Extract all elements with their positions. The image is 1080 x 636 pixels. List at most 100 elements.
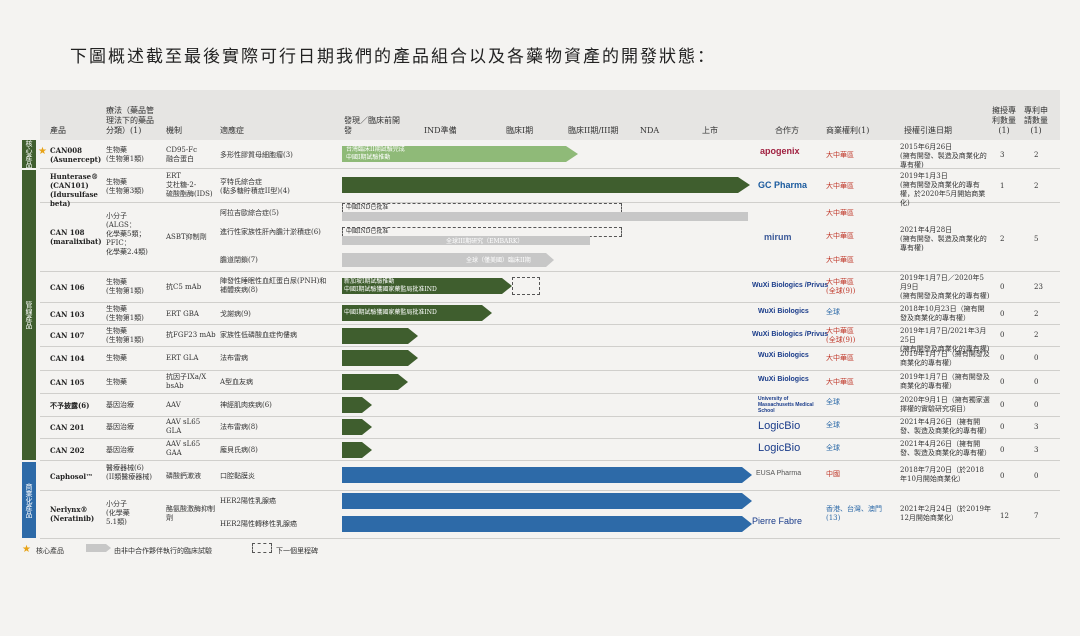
header-partner: 合作方 xyxy=(775,126,799,135)
bar-label: 中國I期試驗獲國家藥監局批准IND xyxy=(344,309,437,316)
legend-next: 下一個里程碑 xyxy=(276,547,318,555)
row-rights: 大中華區 xyxy=(826,209,854,217)
partner-trial-bar xyxy=(342,253,546,267)
row-mechanism: 酪氨酸激酶抑制劑 xyxy=(166,505,215,522)
arrow-head xyxy=(408,328,418,344)
row-rights: 全球 xyxy=(826,398,840,406)
row-mechanism: 抗FGF23 mAb xyxy=(166,331,216,339)
row-apps: 5 xyxy=(1034,235,1039,243)
row-apps: 3 xyxy=(1034,423,1039,431)
row-patents: 12 xyxy=(1000,512,1009,520)
row-product: 不予披露(6) xyxy=(50,401,90,410)
header-mechanism: 機制 xyxy=(166,126,182,135)
sidebar-core: 核心產品 xyxy=(22,140,36,168)
row-indication: 膽道閉鎖(7) xyxy=(220,256,258,264)
row-indication: 多形性膠質母細胞瘤(3) xyxy=(220,151,293,159)
bar-label: 中國IND已批准 xyxy=(346,204,389,211)
legend-gray-arrow xyxy=(106,544,111,552)
row-indication: HER2陽性乳腺癌 xyxy=(220,497,276,505)
row-indication: A型血友病 xyxy=(220,378,254,386)
row-patents: 2 xyxy=(1000,235,1005,243)
partner-logo: WuXi Biologics /Privus xyxy=(752,331,829,338)
row-rights: 大中華區 xyxy=(826,232,854,240)
row-patents: 0 xyxy=(1000,401,1005,409)
arrow-head xyxy=(738,177,750,193)
row-therapy: 生物藥 (生物第1類) xyxy=(106,146,144,163)
row-patents: 0 xyxy=(1000,446,1005,454)
header-discovery: 發現／臨床前開發 xyxy=(344,116,400,135)
row-date: 2021年4月26日（擁有開發、製造及商業化的專有權） xyxy=(900,418,991,435)
row-date: 2020年9月1日（擁有獨家選擇權的實驗研究項目） xyxy=(900,396,990,413)
row-indication: HER2陽性轉移性乳腺癌 xyxy=(220,520,297,528)
row-patents: 0 xyxy=(1000,310,1005,318)
row-indication: 龐貝氏病(8) xyxy=(220,446,258,454)
partner-logo: WuXi Biologics xyxy=(758,308,809,315)
arrow-head xyxy=(502,278,512,294)
row-apps: 2 xyxy=(1034,182,1039,190)
arrow-head xyxy=(742,467,752,483)
row-therapy: 基因治療 xyxy=(106,446,134,454)
bar-label: 全球（僅美國）臨床II期 xyxy=(466,257,531,264)
row-patents: 0 xyxy=(1000,283,1005,291)
bar-label: 新加坡I期試驗推動 中國I期試驗獲國家藥監局批准IND xyxy=(344,278,437,293)
row-patents: 0 xyxy=(1000,378,1005,386)
row-therapy: 基因治療 xyxy=(106,401,134,409)
arrow-head xyxy=(408,350,418,366)
row-product: CAN 105 xyxy=(50,378,85,387)
bar-label: 台灣臨床II期試驗完成 中國I期試驗推動 xyxy=(346,146,405,161)
progress-bar xyxy=(342,374,398,390)
header-patent-apps: 專利申請數量(1) xyxy=(1024,106,1048,135)
row-indication: 家族性低磷酸血症佝僂病 xyxy=(220,331,297,339)
header-therapy: 療法（藥品管理法下的藥品分類）(1) xyxy=(106,106,154,135)
row-therapy: 小分子 (ALGS： 化學藥5類； PFIC： 化學藥2.4類) xyxy=(106,212,148,256)
row-product: CAN 202 xyxy=(50,446,85,455)
row-mechanism: 抗C5 mAb xyxy=(166,283,202,291)
row-patents: 0 xyxy=(1000,331,1005,339)
partner-trial-bar xyxy=(342,236,590,245)
row-rights: 全球 xyxy=(826,444,840,452)
progress-bar xyxy=(342,493,742,509)
progress-bar xyxy=(342,419,362,435)
row-date: 2021年2月24日（於2019年12月開始商業化） xyxy=(900,505,991,522)
row-therapy: 生物藥 xyxy=(106,378,127,386)
progress-bar xyxy=(342,278,502,294)
progress-bar xyxy=(342,328,408,344)
row-patents: 0 xyxy=(1000,423,1005,431)
row-date: 2019年1月7日（擁有開發及商業化的專有權） xyxy=(900,350,990,367)
row-mechanism: AAV xyxy=(166,401,181,409)
row-product: Caphosol™ xyxy=(50,472,94,481)
row-apps: 0 xyxy=(1034,378,1039,386)
row-therapy: 生物藥 (生物第1類) xyxy=(106,305,144,322)
row-rights: 大中華區 (全球(9)) xyxy=(826,327,856,344)
row-patents: 1 xyxy=(1000,182,1005,190)
row-indication: 阿拉吉歐綜合症(5) xyxy=(220,209,279,217)
legend-dashed-swatch xyxy=(252,543,272,553)
row-rights: 大中華區 xyxy=(826,256,854,264)
header-launch: 上市 xyxy=(702,126,718,135)
row-therapy: 生物藥 xyxy=(106,354,127,362)
row-rights: 大中華區 xyxy=(826,354,854,362)
row-mechanism: ERT 艾杜糖-2- 硫酸酯酶(IDS) xyxy=(166,172,213,198)
row-product: Nerlynx® (Neratinib) xyxy=(50,505,95,523)
header-product: 產品 xyxy=(50,126,66,135)
row-indication: 戈謝病(9) xyxy=(220,310,251,318)
partner-logo: WuXi Biologics xyxy=(758,352,809,359)
partner-logo: LogicBio xyxy=(758,442,801,454)
arrow-head xyxy=(362,397,372,413)
row-rights: 全球 xyxy=(826,421,840,429)
row-mechanism: CD95-Fc 融合蛋白 xyxy=(166,146,198,163)
row-therapy: 生物藥 (生物第3類) xyxy=(106,178,144,195)
bar-label: 中國IND已批准 xyxy=(346,228,389,235)
row-date: 2019年1月7日／2020年5月9日 (擁有開發及商業化的專有權) xyxy=(900,274,990,300)
row-therapy: 小分子 (化學藥 5.1類) xyxy=(106,500,130,526)
row-therapy: 基因治療 xyxy=(106,423,134,431)
header-exclusivity: 授權引進日期 xyxy=(904,126,952,135)
progress-bar xyxy=(342,305,482,321)
row-patents: 0 xyxy=(1000,354,1005,362)
progress-bar xyxy=(342,350,408,366)
arrow-head xyxy=(566,146,578,162)
row-mechanism: ASBT抑制劑 xyxy=(166,233,207,241)
row-mechanism: AAV sL65 GAA xyxy=(166,440,201,457)
row-apps: 7 xyxy=(1034,512,1039,520)
row-product: CAN008 (Asunercept) xyxy=(50,146,102,164)
